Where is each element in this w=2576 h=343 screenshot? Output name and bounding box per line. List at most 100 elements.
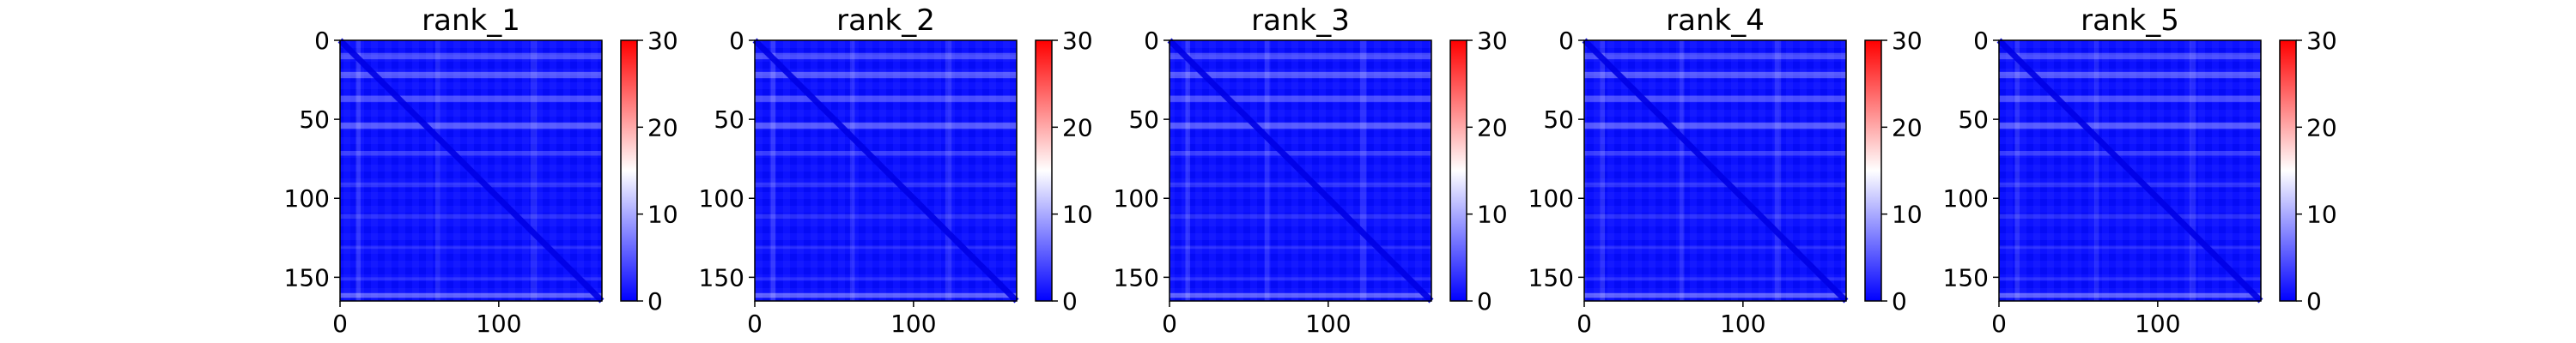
y-tick-label: 50: [1543, 105, 1574, 134]
heatmap-diagonal: [752, 38, 1019, 304]
colorbar-tick-label: 30: [1477, 27, 1508, 55]
y-tick-label: 100: [699, 184, 744, 213]
heatmap-row-band: [1170, 292, 1431, 298]
heatmap-row-band: [1999, 292, 2261, 298]
heatmap-row-band: [1584, 277, 1846, 281]
heatmap-row-band: [1999, 245, 2261, 250]
y-tick-label: 50: [1958, 105, 1989, 134]
heatmap-frame: [1583, 39, 1847, 302]
heatmap-row-band: [340, 95, 602, 102]
x-tick-label: 100: [1720, 310, 1765, 338]
heatmap-row-band: [755, 214, 1017, 220]
heatmap-row-band: [1170, 245, 1431, 250]
heatmap-col-band: [945, 40, 952, 301]
colorbar-tick-label: 30: [1892, 27, 1923, 55]
colorbar-tick-label: 20: [1477, 113, 1508, 141]
heatmap-col-band: [1264, 40, 1270, 301]
heatmap-row-band: [1584, 122, 1846, 129]
heatmap-row-band: [1999, 71, 2261, 79]
heatmap-row-band: [1999, 150, 2261, 156]
heatmap-row-band: [1170, 52, 1431, 60]
heatmap-row-band: [755, 71, 1017, 79]
heatmap-frame: [1169, 39, 1432, 302]
colorbar-tick-label: 30: [1062, 27, 1093, 55]
colorbar-tick-label: 10: [1062, 201, 1093, 229]
colorbar-tick-label: 20: [2306, 113, 2337, 141]
colorbar-tick-label: 0: [647, 287, 663, 316]
heatmap-diagonal: [1996, 38, 2263, 304]
heatmap-row-band: [1584, 52, 1846, 60]
heatmap-row-band: [1170, 182, 1431, 188]
heatmap-row-band: [340, 52, 602, 60]
heatmap-row-band: [1170, 122, 1431, 129]
heatmap-row-band: [1584, 150, 1846, 156]
heatmap-row-band: [1999, 277, 2261, 281]
y-tick-label: 0: [1144, 27, 1159, 55]
y-tick-label: 0: [729, 27, 744, 55]
heatmap-row-band: [340, 150, 602, 156]
heatmap-row-band: [340, 292, 602, 298]
heatmap-row-band: [1584, 214, 1846, 220]
colorbar-tick-label: 10: [1892, 201, 1923, 229]
heatmap-row-band: [1170, 150, 1431, 156]
colorbar-tick-label: 0: [1892, 287, 1907, 316]
heatmap-col-band: [1774, 40, 1782, 301]
heatmap-col-band: [1679, 40, 1685, 301]
heatmap-row-band: [1999, 122, 2261, 129]
panel-title: rank_5: [2081, 3, 2179, 38]
colorbar: [620, 39, 638, 302]
heatmap-row-band: [755, 277, 1017, 281]
heatmap-col-band: [849, 40, 855, 301]
heatmap-row-band: [1999, 52, 2261, 60]
x-tick-label: 0: [1991, 310, 2007, 338]
colorbar-tick-label: 0: [1477, 287, 1492, 316]
heatmap-row-band: [340, 245, 602, 250]
colorbar-tick-label: 10: [1477, 201, 1508, 229]
y-tick-label: 50: [1128, 105, 1159, 134]
colorbar: [1864, 39, 1882, 302]
heatmap-row-band: [340, 182, 602, 188]
heatmap-row-band: [1999, 182, 2261, 188]
y-tick-label: 150: [284, 263, 330, 292]
heatmap-row-band: [340, 122, 602, 129]
heatmap-frame: [1998, 39, 2262, 302]
colorbar-tick-label: 0: [2306, 287, 2322, 316]
y-tick-label: 100: [284, 184, 330, 213]
heatmap-row-band: [755, 150, 1017, 156]
heatmap-row-band: [1584, 71, 1846, 79]
colorbar-tick-label: 20: [1892, 113, 1923, 141]
heatmap-col-band: [1359, 40, 1367, 301]
heatmap-frame: [339, 39, 603, 302]
heatmap-row-band: [1170, 95, 1431, 102]
colorbar-tick-label: 30: [647, 27, 678, 55]
colorbar: [2279, 39, 2297, 302]
heatmap-row-band: [755, 52, 1017, 60]
heatmap-frame: [754, 39, 1018, 302]
heatmap-row-band: [1584, 182, 1846, 188]
x-tick-label: 100: [476, 310, 521, 338]
y-tick-label: 50: [714, 105, 744, 134]
heatmap-col-band: [434, 40, 440, 301]
y-tick-label: 150: [1528, 263, 1574, 292]
colorbar-tick-label: 10: [647, 201, 678, 229]
heatmap-col-band: [2093, 40, 2099, 301]
panel-title: rank_2: [836, 3, 935, 38]
panel-title: rank_4: [1666, 3, 1765, 38]
colorbar-tick-label: 0: [1062, 287, 1078, 316]
x-tick-label: 0: [332, 310, 348, 338]
x-tick-label: 100: [890, 310, 936, 338]
heatmap-row-band: [1584, 292, 1846, 298]
heatmap-col-band: [1185, 40, 1191, 301]
colorbar-tick-label: 20: [1062, 113, 1093, 141]
y-tick-label: 100: [1114, 184, 1159, 213]
heatmap-row-band: [1999, 95, 2261, 102]
heatmap-col-band: [770, 40, 776, 301]
heatmap-row-band: [340, 71, 602, 79]
x-tick-label: 0: [1577, 310, 1592, 338]
heatmap-row-band: [1170, 214, 1431, 220]
